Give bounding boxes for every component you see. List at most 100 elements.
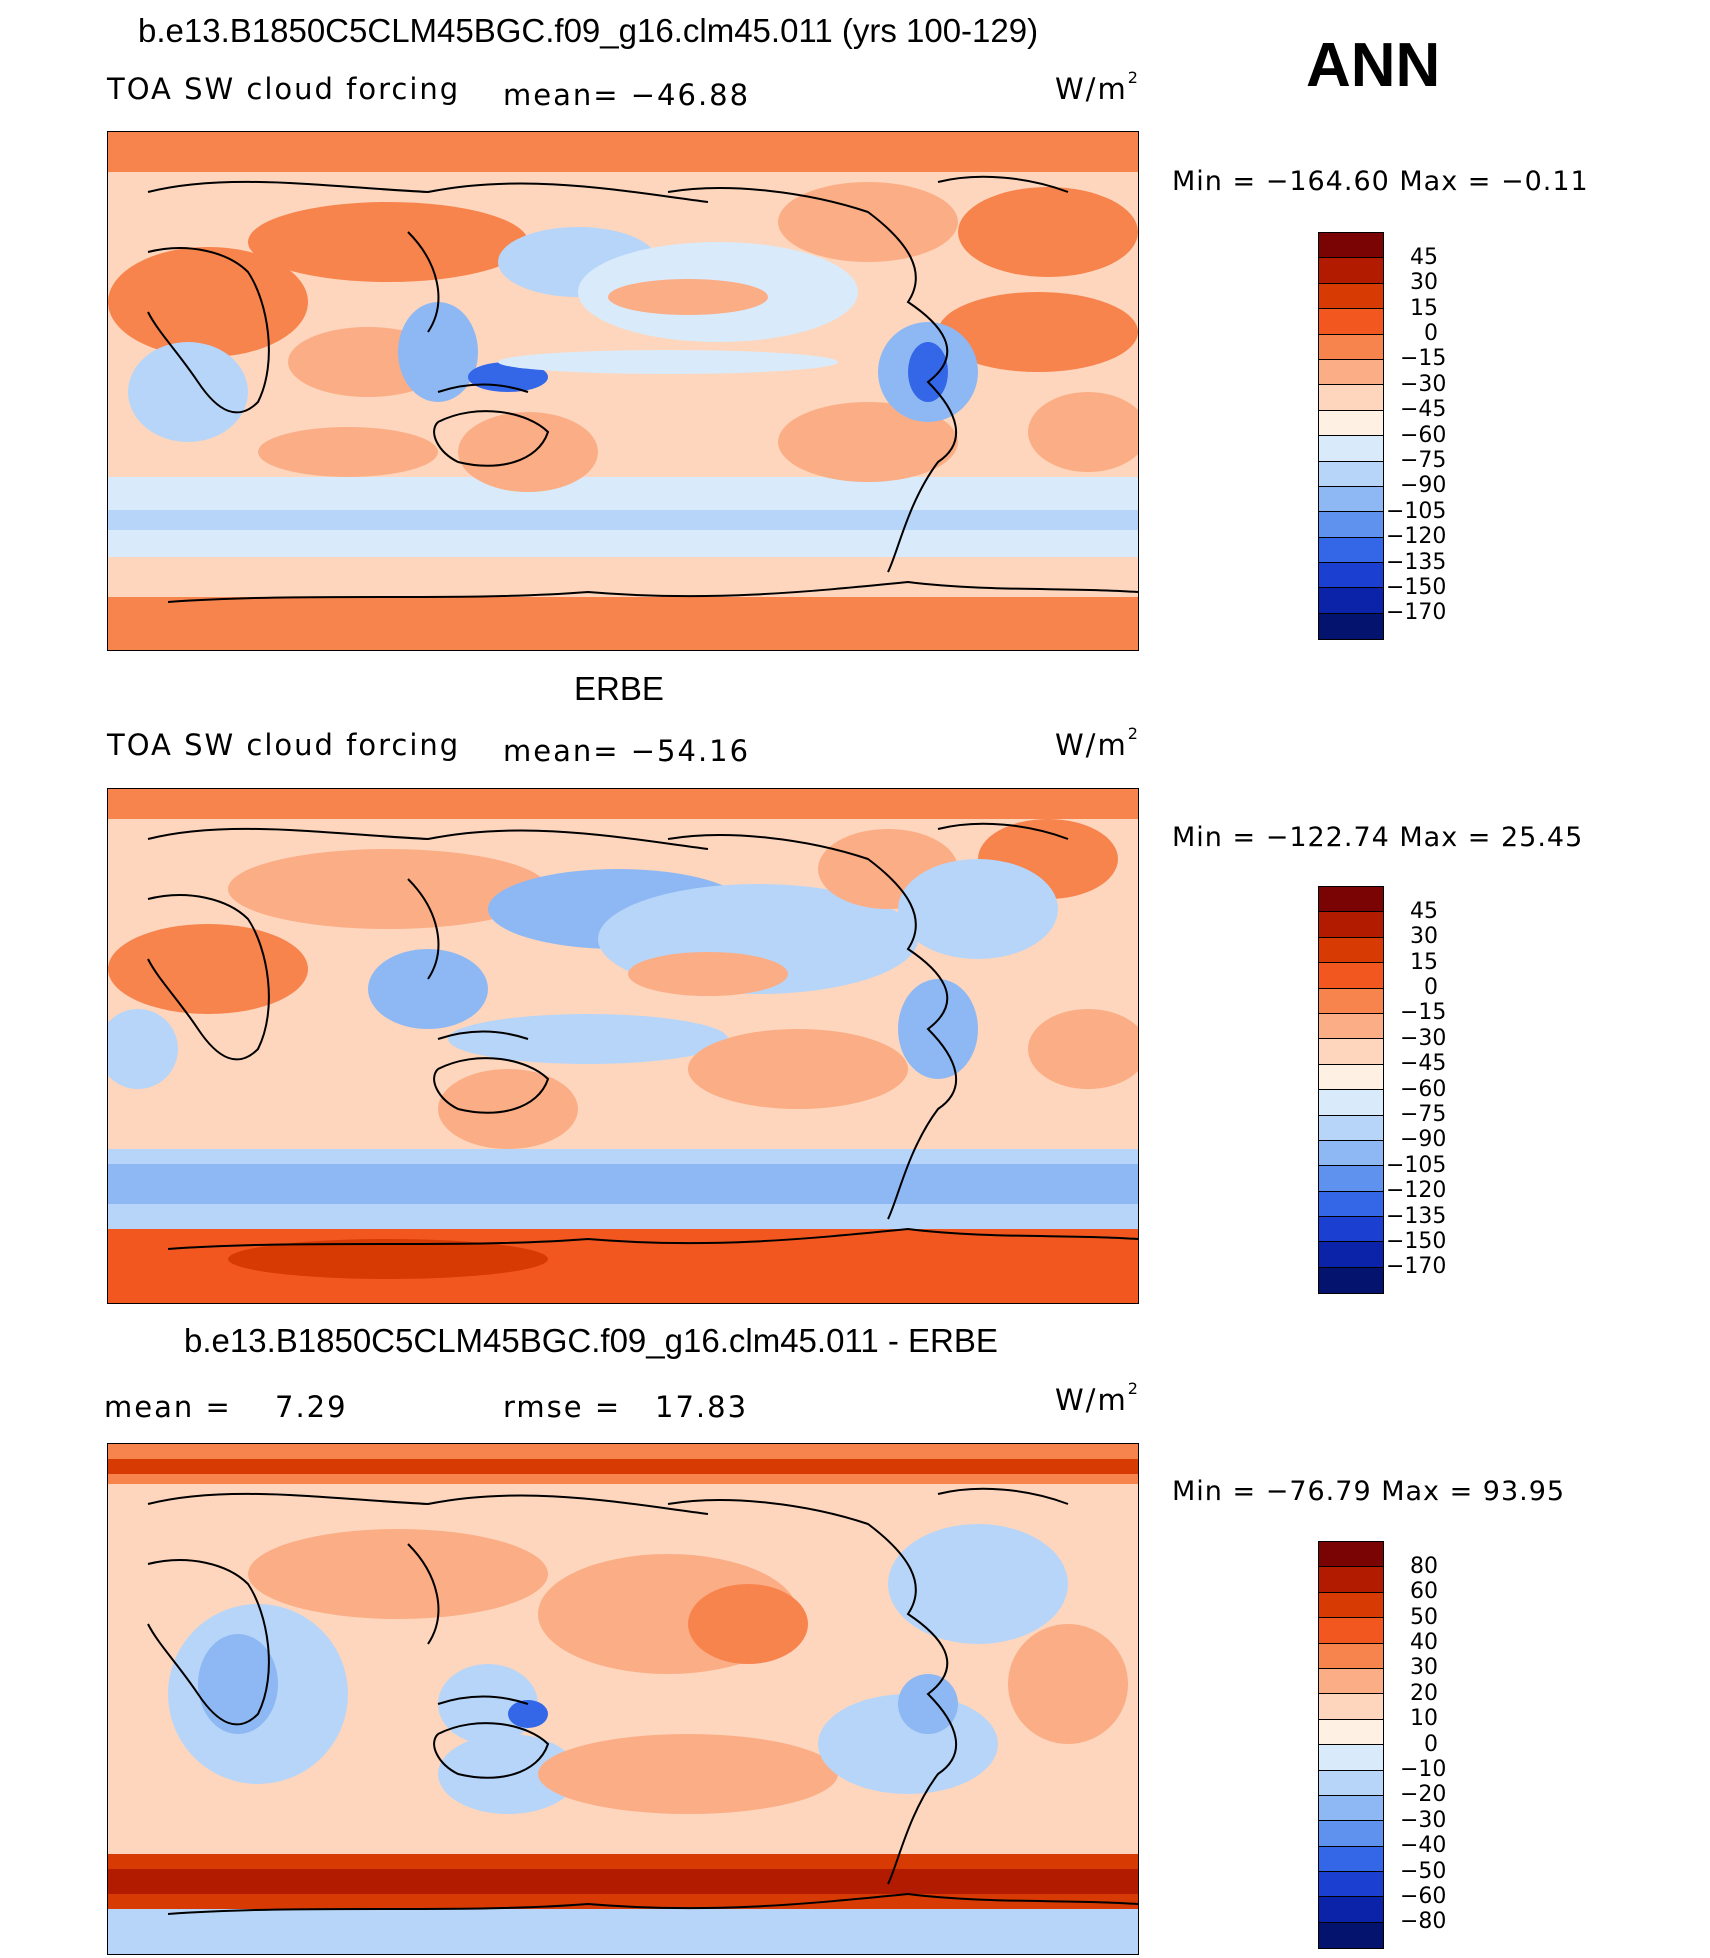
colorbar-label: −30 <box>1400 372 1447 397</box>
colorbar-swatch <box>1319 283 1383 310</box>
colorbar-label: −45 <box>1400 1051 1447 1076</box>
panel-1-units: W/m2 <box>1055 68 1140 106</box>
colorbar-swatch <box>1319 1267 1383 1294</box>
colorbar-label: 30 <box>1410 1655 1438 1680</box>
colorbar-swatch <box>1319 937 1383 964</box>
panel-3-colorbar <box>1318 1541 1384 1949</box>
colorbar-swatch <box>1319 1166 1383 1192</box>
colorbar-label: −45 <box>1400 397 1447 422</box>
colorbar-swatch <box>1319 486 1383 513</box>
colorbar-label: −20 <box>1400 1782 1447 1807</box>
colorbar-swatch <box>1319 1897 1383 1923</box>
colorbar-label: −60 <box>1400 423 1447 448</box>
panel-1-minmax: Min = −164.60 Max = −0.11 <box>1172 166 1589 197</box>
panel-3-title: b.e13.B1850C5CLM45BGC.f09_g16.clm45.011 … <box>184 1322 998 1359</box>
panel-2-variable: TOA SW cloud forcing <box>107 728 461 762</box>
colorbar-swatch <box>1319 588 1383 614</box>
colorbar-swatch <box>1319 1567 1383 1593</box>
colorbar-swatch <box>1319 563 1383 589</box>
colorbar-label: 80 <box>1410 1554 1438 1579</box>
colorbar-label: −60 <box>1400 1884 1447 1909</box>
colorbar-swatch <box>1319 1922 1383 1949</box>
colorbar-label: −170 <box>1386 1254 1447 1279</box>
colorbar-swatch <box>1319 1719 1383 1746</box>
colorbar-swatch <box>1319 436 1383 462</box>
colorbar-label: 60 <box>1410 1579 1438 1604</box>
colorbar-swatch <box>1319 1191 1383 1218</box>
colorbar-swatch <box>1319 1542 1383 1568</box>
panel-1-mean: mean= −46.88 <box>503 78 751 112</box>
colorbar-swatch <box>1319 613 1383 640</box>
colorbar-label: −105 <box>1386 499 1447 524</box>
colorbar-swatch <box>1319 1064 1383 1091</box>
panel-3-units: W/m2 <box>1055 1379 1140 1417</box>
panel-2-units: W/m2 <box>1055 724 1140 762</box>
colorbar-swatch <box>1319 1770 1383 1796</box>
colorbar-label: 0 <box>1424 321 1438 346</box>
colorbar-swatch <box>1319 1618 1383 1644</box>
colorbar-label: −10 <box>1400 1757 1447 1782</box>
colorbar-label: 15 <box>1410 950 1438 975</box>
colorbar-swatch <box>1319 1668 1383 1695</box>
colorbar-swatch <box>1319 1140 1383 1167</box>
panel-2-mean: mean= −54.16 <box>503 734 751 768</box>
colorbar-swatch <box>1319 410 1383 437</box>
colorbar-swatch <box>1319 963 1383 989</box>
colorbar-swatch <box>1319 1694 1383 1720</box>
colorbar-label: 40 <box>1410 1630 1438 1655</box>
colorbar-label: −80 <box>1400 1909 1447 1934</box>
colorbar-label: −15 <box>1400 346 1447 371</box>
panel-3-minmax: Min = −76.79 Max = 93.95 <box>1172 1476 1566 1507</box>
panel-2-minmax: Min = −122.74 Max = 25.45 <box>1172 822 1584 853</box>
colorbar-label: −75 <box>1400 448 1447 473</box>
colorbar-label: −90 <box>1400 1127 1447 1152</box>
colorbar-label: −30 <box>1400 1808 1447 1833</box>
colorbar-swatch <box>1319 1242 1383 1268</box>
colorbar-label: −50 <box>1400 1859 1447 1884</box>
colorbar-swatch <box>1319 1745 1383 1771</box>
panel-3-map-field <box>108 1444 1138 1954</box>
colorbar-swatch <box>1319 233 1383 259</box>
colorbar-swatch <box>1319 1115 1383 1141</box>
colorbar-label: −60 <box>1400 1077 1447 1102</box>
colorbar-label: 15 <box>1410 296 1438 321</box>
panel-1-colorbar <box>1318 232 1384 640</box>
colorbar-label: 45 <box>1410 899 1438 924</box>
colorbar-swatch <box>1319 1872 1383 1898</box>
panel-2-colorbar <box>1318 886 1384 1294</box>
colorbar-swatch <box>1319 1846 1383 1873</box>
colorbar-label: −150 <box>1386 575 1447 600</box>
panel-2-map <box>107 788 1139 1304</box>
colorbar-label: −105 <box>1386 1153 1447 1178</box>
colorbar-label: −90 <box>1400 473 1447 498</box>
panel-1-map-field <box>108 132 1138 650</box>
colorbar-swatch <box>1319 1039 1383 1065</box>
colorbar-swatch <box>1319 1592 1383 1619</box>
colorbar-label: −135 <box>1386 1204 1447 1229</box>
colorbar-swatch <box>1319 537 1383 564</box>
colorbar-swatch <box>1319 1217 1383 1243</box>
colorbar-label: −30 <box>1400 1026 1447 1051</box>
colorbar-label: −15 <box>1400 1000 1447 1025</box>
panel-2-title: ERBE <box>574 670 664 707</box>
panel-3-map <box>107 1443 1139 1955</box>
colorbar-label: 0 <box>1424 975 1438 1000</box>
colorbar-label: 0 <box>1424 1732 1438 1757</box>
colorbar-label: −150 <box>1386 1229 1447 1254</box>
colorbar-swatch <box>1319 359 1383 386</box>
colorbar-label: −75 <box>1400 1102 1447 1127</box>
colorbar-swatch <box>1319 1090 1383 1116</box>
colorbar-swatch <box>1319 461 1383 487</box>
panel-3-mean-label: mean = <box>104 1390 232 1424</box>
colorbar-swatch <box>1319 309 1383 335</box>
panel-2-map-field <box>108 789 1138 1303</box>
colorbar-swatch <box>1319 988 1383 1014</box>
colorbar-label: −170 <box>1386 600 1447 625</box>
colorbar-swatch <box>1319 1013 1383 1040</box>
panel-3-mean-value: 7.29 <box>275 1390 348 1424</box>
colorbar-swatch <box>1319 1795 1383 1822</box>
colorbar-swatch <box>1319 1643 1383 1669</box>
colorbar-swatch <box>1319 912 1383 938</box>
colorbar-label: 30 <box>1410 270 1438 295</box>
panel-3-rmse-label: rmse = <box>503 1390 622 1424</box>
